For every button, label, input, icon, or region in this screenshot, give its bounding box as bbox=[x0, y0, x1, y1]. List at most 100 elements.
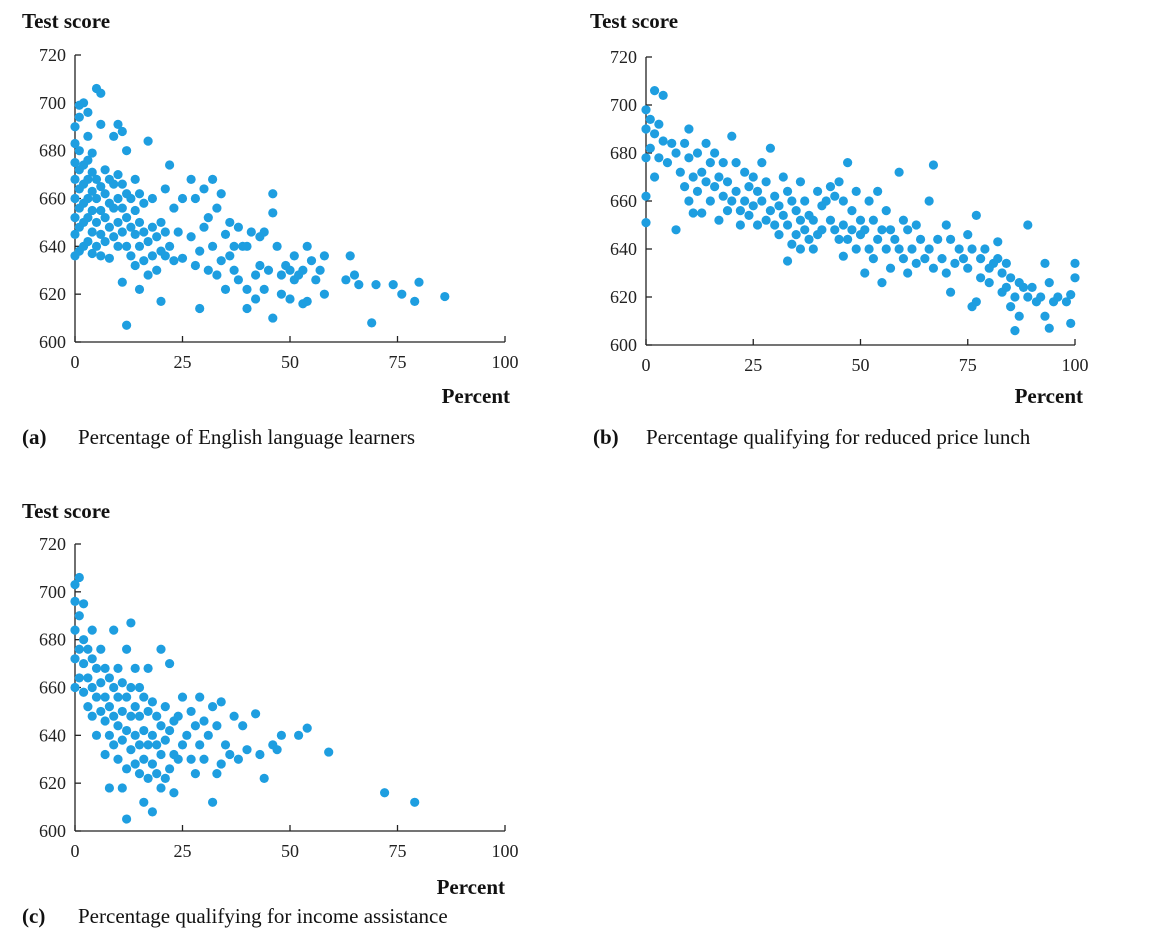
panel-b-data-point bbox=[928, 263, 939, 273]
panel-b-data-point bbox=[770, 191, 780, 201]
panel-b-data-point bbox=[1001, 282, 1011, 292]
panel-b-data-point bbox=[658, 136, 668, 146]
panel-b-data-point bbox=[641, 105, 651, 115]
panel-b-data-point bbox=[971, 297, 981, 307]
panel-b-data-point bbox=[727, 131, 737, 141]
panel-b-data-point bbox=[684, 124, 694, 134]
panel-c-y-tick-label: 620 bbox=[39, 773, 66, 793]
panel-b-y-tick-label: 620 bbox=[610, 287, 637, 307]
panel-b-data-point bbox=[701, 138, 711, 148]
panel-b-data-point bbox=[898, 254, 909, 264]
panel-b-x-tick-label: 100 bbox=[1062, 355, 1089, 375]
panel-b-data-point bbox=[885, 263, 896, 273]
panel-a-data-point bbox=[203, 213, 213, 223]
panel-b-data-point bbox=[847, 206, 857, 216]
panel-b-data-point bbox=[697, 208, 707, 218]
panel-b-data-point bbox=[838, 220, 848, 230]
panel-b-data-point bbox=[688, 208, 698, 218]
panel-c-data-point bbox=[186, 706, 196, 717]
panel-a-data-point bbox=[341, 275, 351, 285]
panel-c-data-point bbox=[199, 716, 209, 726]
panel-b-data-point bbox=[800, 225, 810, 235]
panel-a-data-point bbox=[147, 251, 157, 261]
panel-b-data-point bbox=[1010, 292, 1020, 302]
panel-c-data-point bbox=[87, 682, 97, 693]
panel-a-data-point bbox=[70, 193, 80, 204]
panel-b-data-point bbox=[937, 254, 947, 264]
panel-a-data-point bbox=[87, 227, 97, 237]
panel-a-data-point bbox=[113, 119, 123, 129]
panel-b-data-point bbox=[649, 129, 660, 139]
panel-b-data-point bbox=[701, 177, 711, 187]
panel-a-data-point bbox=[199, 222, 209, 232]
panel-c-data-point bbox=[134, 711, 145, 721]
panel-b-data-point bbox=[903, 268, 913, 278]
panel-a-data-point bbox=[169, 256, 179, 266]
panel-a-data-point bbox=[233, 222, 243, 232]
panel-b-data-point bbox=[903, 225, 913, 235]
panel-a-data-point bbox=[117, 203, 127, 213]
panel-c-data-point bbox=[122, 725, 132, 736]
panel-c-data-point bbox=[100, 663, 110, 673]
panel-a-data-point bbox=[246, 227, 256, 237]
panel-b-data-point bbox=[821, 196, 831, 206]
panel-a-data-point bbox=[242, 241, 252, 251]
panel-a-data-point bbox=[91, 193, 102, 204]
panel-c-data-point bbox=[100, 749, 110, 760]
panel-c-x-tick-label: 0 bbox=[71, 841, 80, 861]
panel-c-data-point bbox=[160, 735, 170, 745]
panel-b-data-point bbox=[778, 172, 788, 182]
panel-b-data-point bbox=[680, 138, 690, 148]
panel-a-data-point bbox=[104, 222, 114, 232]
panel-a-data-point bbox=[186, 174, 196, 184]
panel-b-y-tick-label: 640 bbox=[610, 239, 637, 259]
panel-b-data-point bbox=[941, 220, 951, 230]
panel-b-scatter-plot: Test score Percent (b) Percentage qualif… bbox=[590, 9, 1089, 449]
panel-b-data-point bbox=[641, 153, 651, 163]
panel-a-x-tick-label: 50 bbox=[281, 352, 299, 372]
panel-b-data-point bbox=[1036, 292, 1046, 302]
panel-c-data-point bbox=[165, 725, 175, 736]
panel-b-data-point bbox=[907, 244, 917, 254]
panel-c-data-point bbox=[130, 730, 140, 740]
panel-c-data-point bbox=[242, 745, 252, 755]
panel-a-data-point bbox=[139, 256, 149, 266]
panel-c-data-point bbox=[87, 654, 97, 664]
panel-c-data-point bbox=[122, 764, 132, 774]
panel-a-x-axis-title: Percent bbox=[442, 384, 510, 408]
panel-c-data-point bbox=[238, 721, 248, 731]
panel-b-data-point bbox=[782, 220, 793, 230]
panel-c-data-point bbox=[208, 797, 218, 807]
panel-a-data-point bbox=[113, 193, 123, 204]
panel-c-data-point bbox=[182, 730, 192, 740]
panel-a-data-point bbox=[109, 179, 119, 189]
panel-b-data-point bbox=[941, 268, 951, 278]
panel-a-data-point bbox=[302, 241, 312, 251]
panel-a-data-point bbox=[186, 232, 196, 242]
panel-c-data-point bbox=[294, 730, 304, 740]
panel-c-data-point bbox=[126, 682, 136, 693]
panel-b-data-point bbox=[813, 186, 823, 196]
panel-a-data-point bbox=[143, 236, 153, 247]
panel-c-data-point bbox=[87, 711, 97, 721]
panel-a-x-tick-label: 100 bbox=[492, 352, 519, 372]
panel-a-data-point bbox=[397, 289, 407, 299]
panel-b-data-point bbox=[993, 237, 1003, 247]
panel-c-data-point bbox=[272, 745, 282, 755]
panel-c-data-point bbox=[186, 754, 196, 764]
panel-b-data-point bbox=[740, 167, 750, 177]
panel-b-x-tick-label: 75 bbox=[959, 355, 977, 375]
panel-b-data-point bbox=[924, 196, 934, 206]
panel-a-data-point bbox=[272, 241, 282, 251]
panel-b-data-point bbox=[675, 167, 685, 177]
panel-b-data-point bbox=[667, 138, 677, 148]
panel-a-data-point bbox=[233, 275, 243, 285]
panel-b-data-point bbox=[757, 158, 767, 168]
panel-a-data-point bbox=[152, 265, 162, 275]
panel-a-data-point bbox=[87, 167, 97, 177]
panel-b-data-point bbox=[950, 258, 960, 268]
panel-a-data-point bbox=[220, 229, 231, 239]
panel-c-x-tick-label: 75 bbox=[389, 841, 407, 861]
panel-a-data-point bbox=[349, 270, 360, 280]
panel-b-data-point bbox=[971, 210, 981, 220]
